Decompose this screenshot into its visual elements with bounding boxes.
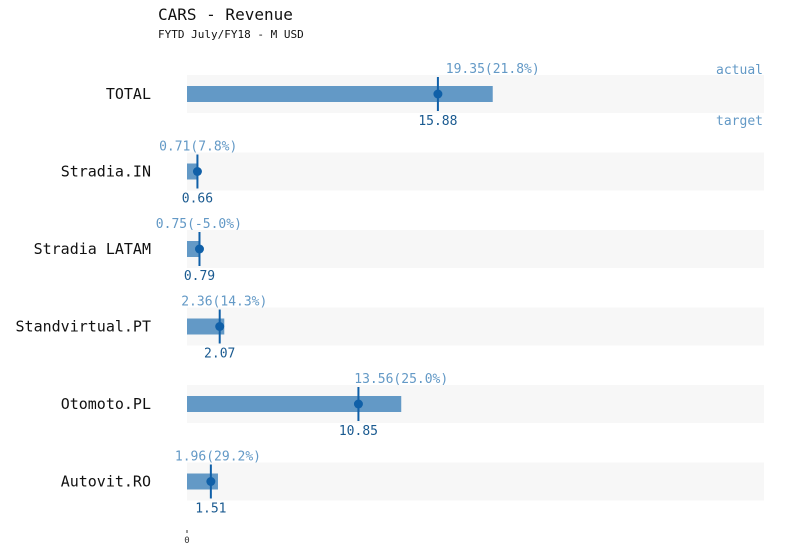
actual-label: 2.36(14.3%): [181, 295, 267, 310]
background-band: [187, 462, 764, 501]
actual-bar: [187, 241, 199, 257]
category-label: Stradia LATAM: [34, 240, 151, 258]
background-band: [187, 307, 764, 346]
target-label: 10.85: [339, 424, 378, 439]
target-marker: [433, 89, 443, 99]
row-stradia-in: Stradia.IN 0.71(7.8%) 0.66: [61, 140, 764, 207]
row-otomoto-pl: Otomoto.PL 13.56(25.0%) 10.85: [61, 372, 764, 439]
actual-bar: [187, 396, 402, 412]
actual-label: 13.56(25.0%): [354, 372, 448, 387]
target-label: 15.88: [418, 114, 457, 129]
category-label: Autovit.RO: [61, 473, 151, 491]
actual-label: 19.35(21.8%): [446, 62, 540, 77]
actual-bar: [187, 86, 493, 102]
target-label: 2.07: [204, 347, 235, 362]
chart-rows: TOTAL 19.35(21.8%) 15.88 Stradia.IN 0.71(7.8…: [16, 62, 764, 517]
background-band: [187, 230, 764, 268]
chart-title: CARS - Revenue: [158, 5, 293, 24]
legend-target: target: [716, 114, 763, 129]
x-axis: 0: [184, 530, 190, 546]
target-marker: [194, 244, 204, 254]
target-marker: [206, 477, 216, 486]
target-label: 1.51: [195, 502, 226, 517]
target-marker: [353, 399, 363, 409]
category-label: TOTAL: [106, 85, 151, 103]
row-autovit-ro: Autovit.RO 1.96(29.2%) 1.51: [61, 450, 764, 517]
target-marker: [192, 167, 202, 176]
row-total: TOTAL 19.35(21.8%) 15.88: [106, 62, 764, 129]
actual-label: 0.75(-5.0%): [156, 217, 242, 232]
category-label: Standvirtual.PT: [16, 318, 151, 336]
category-label: Otomoto.PL: [61, 395, 151, 413]
row-stradia-latam: Stradia LATAM 0.75(-5.0%) 0.79: [34, 217, 764, 284]
actual-bar: [187, 163, 199, 180]
target-label: 0.79: [184, 269, 215, 284]
legend-actual: actual: [716, 63, 763, 78]
category-label: Stradia.IN: [61, 163, 151, 181]
row-standvirtual-pt: Standvirtual.PT 2.36(14.3%) 2.07: [16, 295, 764, 362]
chart-subtitle: FYTD July/FY18 - M USD: [158, 28, 304, 41]
actual-bar: [187, 318, 225, 335]
actual-label: 1.96(29.2%): [175, 450, 261, 465]
target-marker: [215, 322, 225, 331]
target-label: 0.66: [182, 192, 213, 207]
x-tick-label: 0: [184, 536, 189, 546]
background-band: [187, 152, 764, 191]
actual-label: 0.71(7.8%): [159, 140, 237, 155]
